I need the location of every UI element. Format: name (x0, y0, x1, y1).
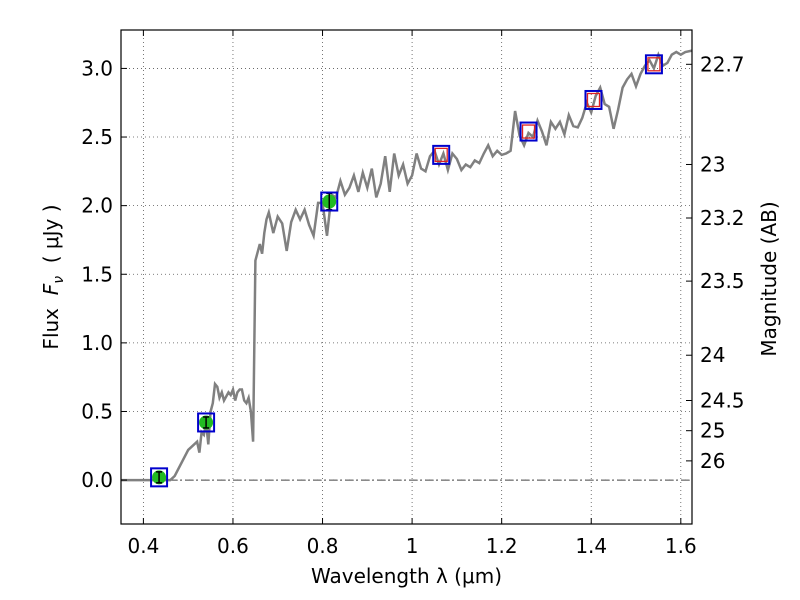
y-tick-label: 0.0 (81, 468, 113, 492)
magnitude-tick-label: 23.2 (700, 206, 745, 230)
magnitude-axis-label: Magnitude (AB) (757, 201, 781, 356)
magnitude-tick-label: 25 (700, 419, 725, 443)
y-axis-label-symbol: F (39, 283, 63, 295)
magnitude-tick-label: 24.5 (700, 389, 745, 413)
y-tick-label: 1.5 (81, 262, 113, 286)
y-tick-label: 2.5 (81, 125, 113, 149)
magnitude-tick-label: 23.5 (700, 269, 745, 293)
photometry-points (150, 54, 663, 488)
y-tick-label: 3.0 (81, 56, 113, 80)
model-flux-square (197, 412, 216, 433)
y-axis-label-subscript: ν (51, 276, 67, 284)
y-tick-label: 1.0 (81, 331, 113, 355)
y-tick-label: 2.0 (81, 194, 113, 218)
y-tick-label: 0.5 (81, 399, 113, 423)
model-flux-inner-square (521, 124, 536, 139)
x-tick-label: 1.6 (665, 534, 697, 558)
x-tick-label: 0.8 (307, 534, 339, 558)
x-tick-label: 0.6 (217, 534, 249, 558)
x-tick-label: 1.2 (486, 534, 518, 558)
spectrum-line (121, 49, 693, 482)
x-axis-ticks: 0.4 0.6 0.8 1 1.2 1.4 1.6 (127, 30, 697, 558)
model-flux-square (150, 467, 169, 488)
y-axis-label: Flux Fν ( μJy ) (39, 204, 67, 349)
model-flux-square (432, 144, 451, 165)
x-tick-label: 1.4 (575, 534, 607, 558)
plot-frame (120, 29, 693, 525)
x-axis-label: Wavelength λ (μm) (311, 564, 502, 588)
model-flux-inner-square (586, 92, 601, 108)
x-tick-label: 1 (406, 534, 419, 558)
model-flux-inner-square (434, 147, 448, 163)
y-axis-label-suffix: ( μJy ) (39, 204, 63, 276)
model-flux-square (320, 191, 339, 212)
magnitude-tick-label: 23 (700, 152, 725, 176)
y-axis-ticks: 0.0 0.5 1.0 1.5 2.0 2.5 3.0 (81, 56, 127, 492)
magnitude-axis-ticks: 22.7 23 23.2 23.5 24 24.5 25 26 (686, 52, 745, 473)
model-flux-inner-square (647, 57, 661, 72)
magnitude-tick-label: 26 (700, 449, 725, 473)
x-tick-label: 0.4 (127, 534, 159, 558)
y-axis-label-prefix: Flux (39, 295, 63, 349)
magnitude-tick-label: 24 (700, 343, 725, 367)
model-flux-square (644, 54, 663, 75)
model-flux-square (519, 121, 538, 142)
magnitude-tick-label: 22.7 (700, 52, 745, 76)
model-flux-square (584, 89, 603, 110)
